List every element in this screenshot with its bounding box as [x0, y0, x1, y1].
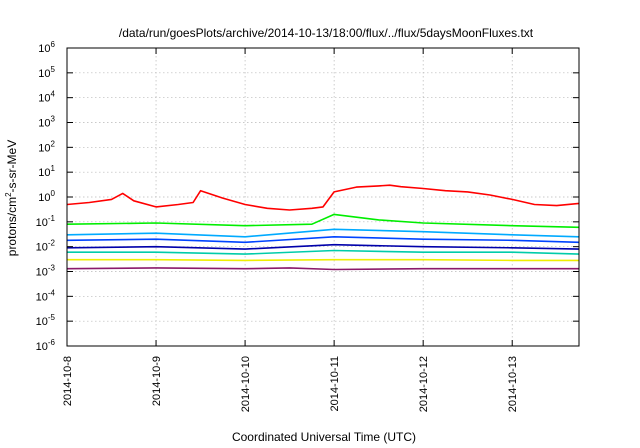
y-axis: 10-610-510-410-310-210-11001011021031041…: [36, 40, 579, 353]
y-tick-base: 10: [38, 43, 50, 55]
y-axis-label-sup: 2: [4, 192, 13, 197]
y-tick-label: 105: [38, 65, 55, 80]
y-tick-base: 10: [38, 142, 50, 154]
y-tick-exponent: 2: [51, 139, 56, 148]
y-tick-label: 10-5: [36, 313, 56, 328]
series-line-3: [66, 228, 580, 238]
chart-title: /data/run/goesPlots/archive/2014-10-13/1…: [119, 26, 534, 40]
series-line-7: [67, 258, 579, 262]
y-tick-label: 106: [38, 40, 55, 55]
y-tick-exponent: 0: [51, 189, 56, 198]
y-tick-exponent: -2: [48, 239, 56, 248]
x-tick-label: 2014-10-11: [329, 356, 341, 411]
series-line-2: [66, 213, 580, 229]
y-tick-label: 10-3: [36, 264, 56, 279]
y-tick-base: 10: [36, 316, 48, 328]
y-tick-exponent: -1: [48, 214, 56, 223]
x-axis-label: Coordinated Universal Time (UTC): [232, 430, 416, 444]
y-axis-label-post: -s-sr-MeV: [5, 140, 19, 193]
y-tick-exponent: 4: [51, 90, 56, 99]
y-tick-base: 10: [36, 267, 48, 279]
y-tick-label: 102: [38, 139, 55, 154]
y-tick-label: 100: [38, 189, 55, 204]
y-tick-base: 10: [38, 167, 50, 179]
y-tick-exponent: -5: [48, 313, 56, 322]
y-tick-base: 10: [36, 217, 48, 229]
y-tick-exponent: 5: [51, 65, 56, 74]
x-tick-label: 2014-10-9: [151, 356, 163, 406]
y-tick-label: 10-4: [36, 288, 56, 303]
x-tick-label: 2014-10-8: [62, 356, 74, 406]
y-tick-base: 10: [38, 68, 50, 80]
y-tick-label: 103: [38, 115, 55, 130]
y-tick-label: 10-2: [36, 239, 56, 254]
y-tick-label: 10-6: [36, 338, 56, 353]
y-tick-base: 10: [36, 242, 48, 254]
y-tick-base: 10: [38, 93, 50, 105]
y-axis-label-pre: protons/cm: [5, 197, 19, 256]
y-tick-exponent: -3: [48, 264, 56, 273]
y-tick-label: 104: [38, 90, 55, 105]
y-tick-exponent: 1: [51, 164, 56, 173]
x-tick-label: 2014-10-12: [418, 356, 430, 412]
series-lines: [66, 184, 580, 271]
y-axis-label: protons/cm2-s-sr-MeV: [4, 140, 19, 256]
series-line-6: [67, 249, 580, 255]
series-line-1: [66, 184, 580, 211]
series-line-8: [66, 267, 579, 271]
y-tick-exponent: 6: [51, 40, 56, 49]
y-tick-base: 10: [38, 118, 50, 130]
series-line-4: [66, 236, 580, 244]
x-tick-label: 2014-10-13: [507, 356, 519, 412]
y-tick-exponent: 3: [51, 115, 56, 124]
y-tick-base: 10: [38, 192, 50, 204]
y-tick-label: 10-1: [36, 214, 56, 229]
x-tick-label: 2014-10-10: [240, 356, 252, 412]
series-line-5: [66, 243, 580, 250]
y-tick-base: 10: [36, 291, 48, 303]
y-tick-exponent: -4: [48, 288, 56, 297]
y-tick-label: 101: [38, 164, 55, 179]
y-tick-exponent: -6: [48, 338, 56, 347]
y-tick-base: 10: [36, 341, 48, 353]
x-axis: 2014-10-8 2014-10-9 2014-10-10 2014-10-11 20…: [62, 48, 519, 412]
